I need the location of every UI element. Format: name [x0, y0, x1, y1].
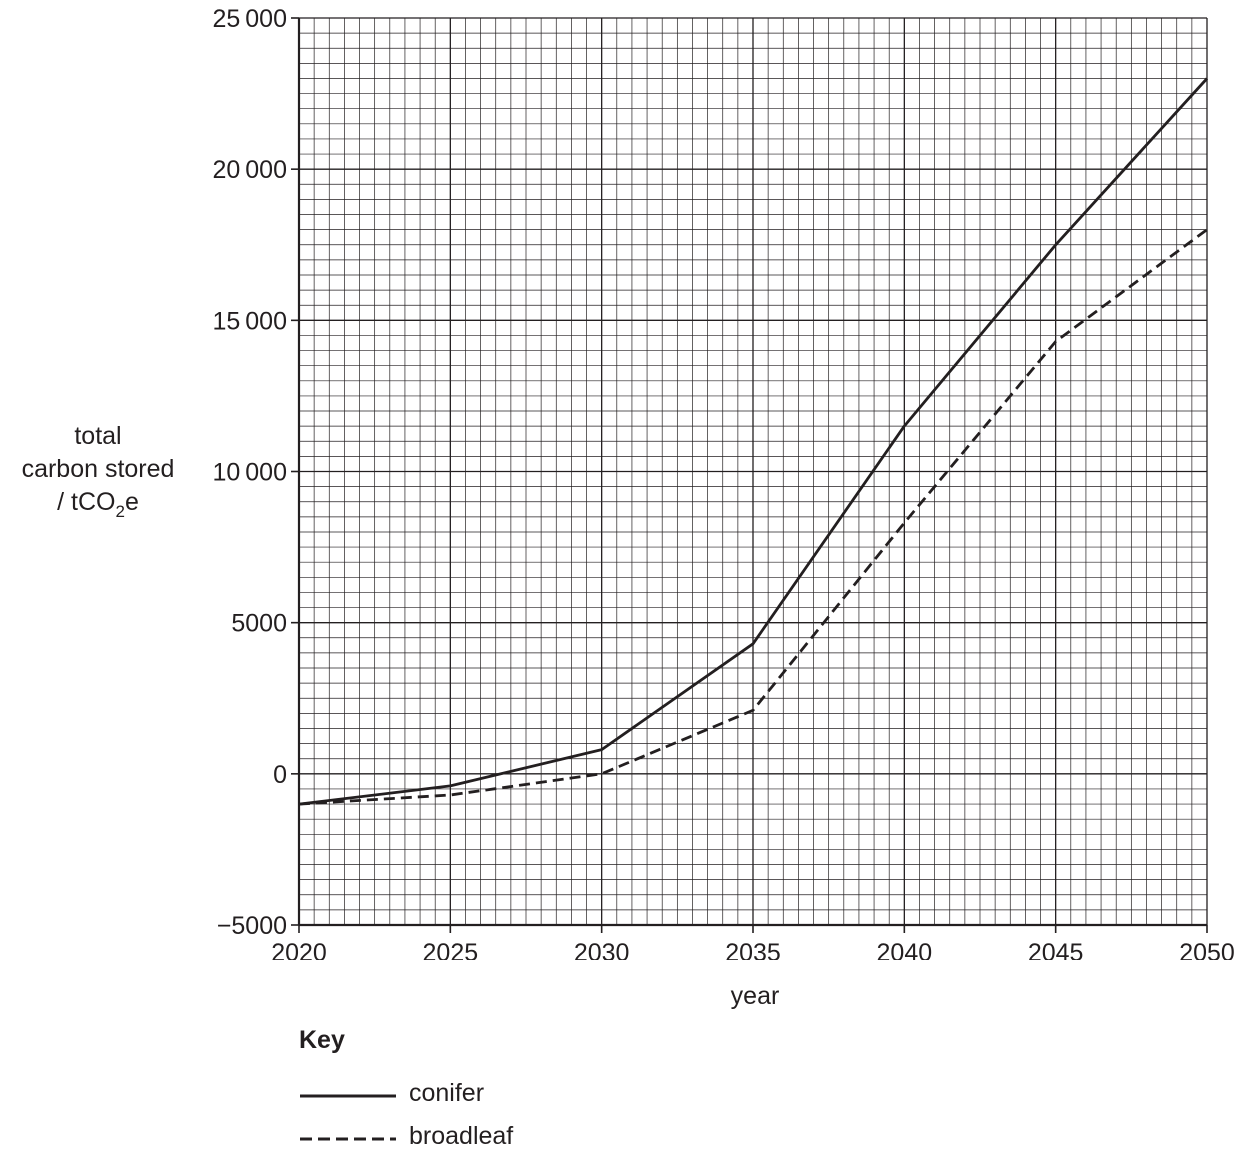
grid-lines: [298, 17, 1208, 926]
legend-swatch-dashed: [300, 1137, 396, 1141]
legend-swatch-solid: [300, 1094, 396, 1098]
y-axis-unit-prefix: / tCO: [57, 488, 116, 516]
y-tick-label: 10 000: [212, 459, 287, 487]
series-line-conifer: [298, 77, 1209, 806]
legend-label-broadleaf: broadleaf: [409, 1122, 514, 1150]
x-tick-label: 2025: [423, 939, 479, 960]
y-tick-label: 0: [273, 761, 287, 789]
x-axis-label: year: [730, 982, 780, 1010]
legend-title: Key: [299, 1026, 345, 1054]
y-tick-label: 20 000: [212, 156, 287, 184]
line-chart: −5000 0 5000 10 000 15 000 20 000 25 000 2020 20…: [212, 5, 1235, 960]
y-tick-label: −5000: [217, 912, 287, 940]
y-tick-label: 15 000: [212, 307, 287, 335]
y-axis-label-line2: carbon stored: [21, 455, 175, 483]
y-tick-label: 25 000: [212, 5, 287, 33]
y-axis-unit-subscript: 2: [115, 502, 125, 521]
x-tick-label: 2050: [1179, 939, 1235, 960]
x-tick-label: 2035: [725, 939, 781, 960]
y-axis-unit-suffix: e: [124, 488, 139, 516]
y-tick-label: 5000: [231, 610, 287, 638]
x-tick-label: 2020: [271, 939, 327, 960]
y-axis-label-line3: / tCO2e: [0, 486, 196, 528]
x-tick-label: 2040: [877, 939, 933, 960]
y-axis-label-line1: total: [74, 422, 122, 450]
series-line-broadleaf: [298, 228, 1208, 806]
x-tick-label: 2045: [1028, 939, 1084, 960]
x-tick-label: 2030: [574, 939, 630, 960]
y-axis-label: total carbon stored / tCO2e: [0, 420, 196, 528]
legend-label-conifer: conifer: [409, 1079, 485, 1107]
